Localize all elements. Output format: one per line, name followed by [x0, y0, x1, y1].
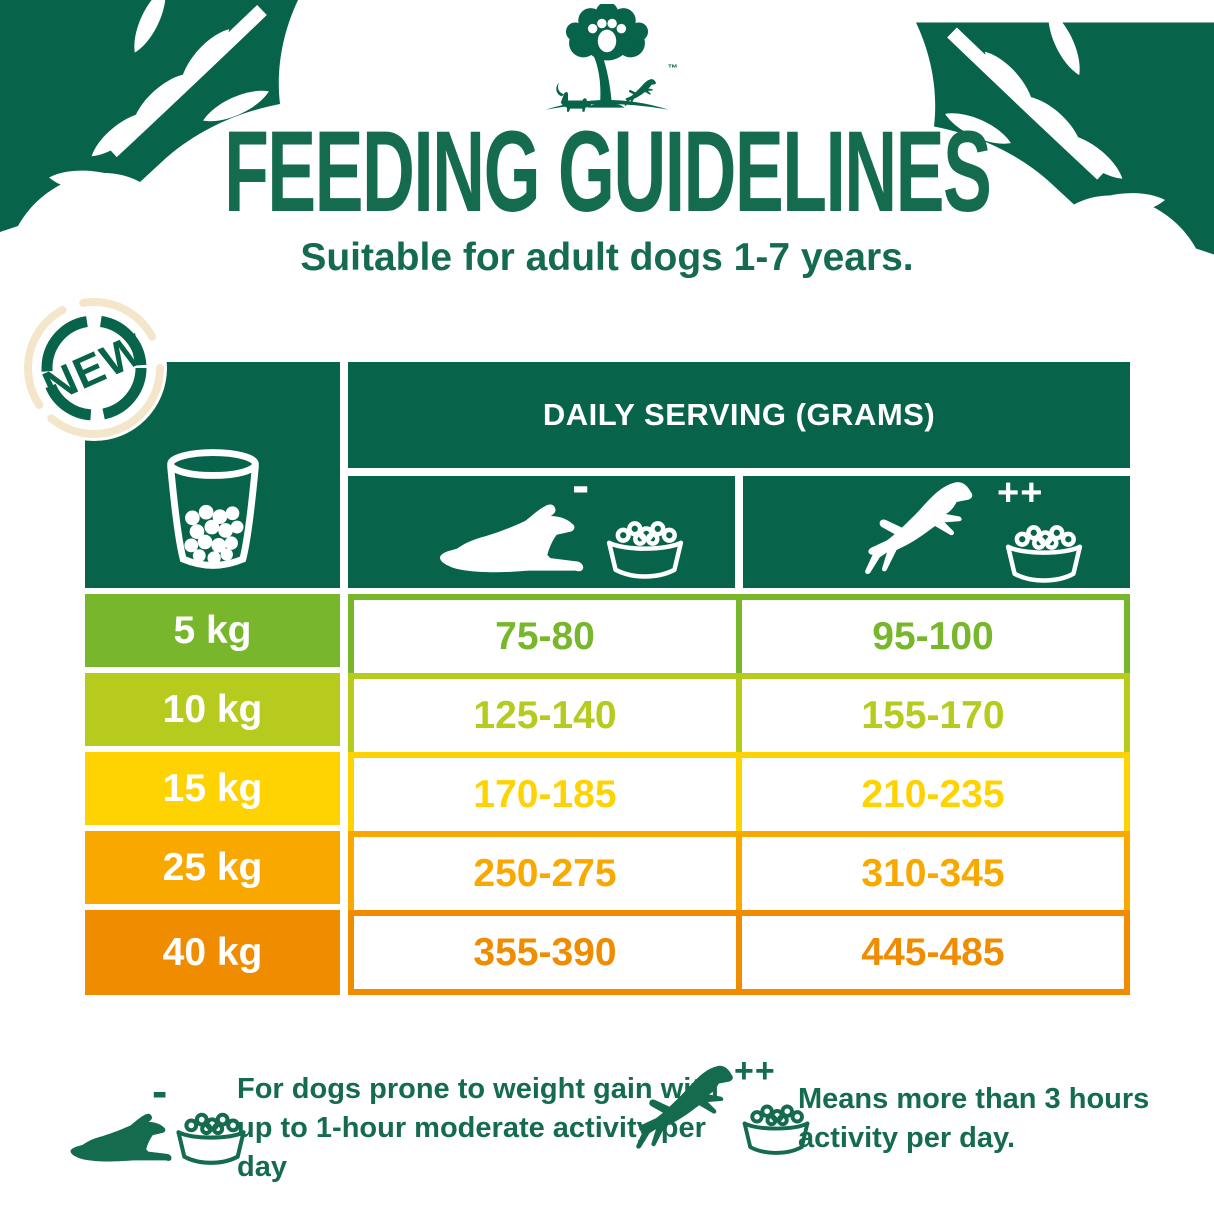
serving-low-value: 170-185	[354, 758, 742, 831]
table-row: 25 kg 250-275 310-345	[85, 831, 1130, 910]
weight-cell: 5 kg	[85, 594, 340, 667]
table-rows: 5 kg 75-80 95-100 10 kg 125-140 155-170 …	[85, 594, 1130, 995]
serving-values: 355-390 445-485	[348, 910, 1130, 995]
table-header-daily-serving: DAILY SERVING (GRAMS)	[348, 362, 1130, 468]
new-badge: NEW	[18, 292, 170, 449]
tree-paw-logo-icon: ™	[545, 1, 678, 112]
resting-dog-icon	[433, 502, 593, 580]
weight-cell: 25 kg	[85, 831, 340, 904]
column-header-low-activity: -	[348, 460, 735, 588]
weight-label: 40 kg	[162, 930, 263, 974]
measuring-cup-icon	[166, 449, 259, 569]
weight-cell: 10 kg	[85, 673, 340, 746]
legend-high-activity-icons: ++	[616, 1052, 826, 1162]
page-subtitle: Suitable for adult dogs 1-7 years.	[300, 236, 914, 279]
weight-label: 10 kg	[162, 687, 263, 731]
serving-high-value: 210-235	[861, 772, 1005, 816]
food-bowl-icon	[1001, 520, 1087, 584]
serving-values: 125-140 155-170	[348, 673, 1130, 752]
serving-high-value: 310-345	[861, 851, 1005, 895]
serving-high-value: 95-100	[872, 614, 994, 658]
brand-logo: ™	[527, 1, 687, 127]
column-header-high-activity: ++	[743, 472, 1130, 588]
legend-high-activity-text: Means more than 3 hours activity per day…	[798, 1083, 1150, 1154]
page-title: FEEDING GUIDELINES	[223, 107, 992, 236]
weight-label: 15 kg	[162, 766, 263, 810]
serving-low-value: 250-275	[354, 837, 742, 910]
food-bowl-icon	[602, 516, 688, 580]
serving-values: 250-275 310-345	[348, 831, 1130, 910]
resting-dog-icon	[66, 1112, 178, 1167]
table-row: 5 kg 75-80 95-100	[85, 594, 1130, 673]
leaf-decoration-right-icon	[916, 6, 1214, 255]
table-header-label: DAILY SERVING (GRAMS)	[542, 397, 936, 432]
serving-values: 75-80 95-100	[348, 594, 1130, 673]
serving-high-value: 155-170	[861, 693, 1005, 737]
plus-plus-modifier: ++	[997, 472, 1044, 514]
serving-values: 170-185 210-235	[348, 752, 1130, 831]
serving-low-value: 75-80	[354, 600, 742, 673]
legend-low-activity-icons: -	[66, 1068, 266, 1186]
leaf-decoration-left-icon	[0, 0, 298, 232]
serving-low-value: 355-390	[354, 916, 742, 989]
plus-plus-modifier: ++	[734, 1052, 776, 1090]
weight-label: 25 kg	[162, 845, 263, 889]
legend-low-activity-text: For dogs prone to weight gain with up to…	[237, 1073, 719, 1183]
trademark-mark: ™	[668, 64, 678, 75]
table-row: 15 kg 170-185 210-235	[85, 752, 1130, 831]
minus-modifier: -	[152, 1065, 168, 1117]
minus-modifier: -	[572, 457, 590, 515]
serving-high-value: 445-485	[861, 930, 1005, 974]
jumping-dog-icon	[831, 478, 1003, 580]
jumping-dog-icon	[616, 1062, 750, 1154]
table-row: 10 kg 125-140 155-170	[85, 673, 1130, 752]
table-row: 40 kg 355-390 445-485	[85, 910, 1130, 995]
weight-label: 5 kg	[173, 608, 252, 652]
serving-low-value: 125-140	[354, 679, 742, 752]
weight-cell: 40 kg	[85, 910, 340, 995]
new-stamp-icon: NEW	[21, 295, 167, 441]
weight-cell: 15 kg	[85, 752, 340, 825]
